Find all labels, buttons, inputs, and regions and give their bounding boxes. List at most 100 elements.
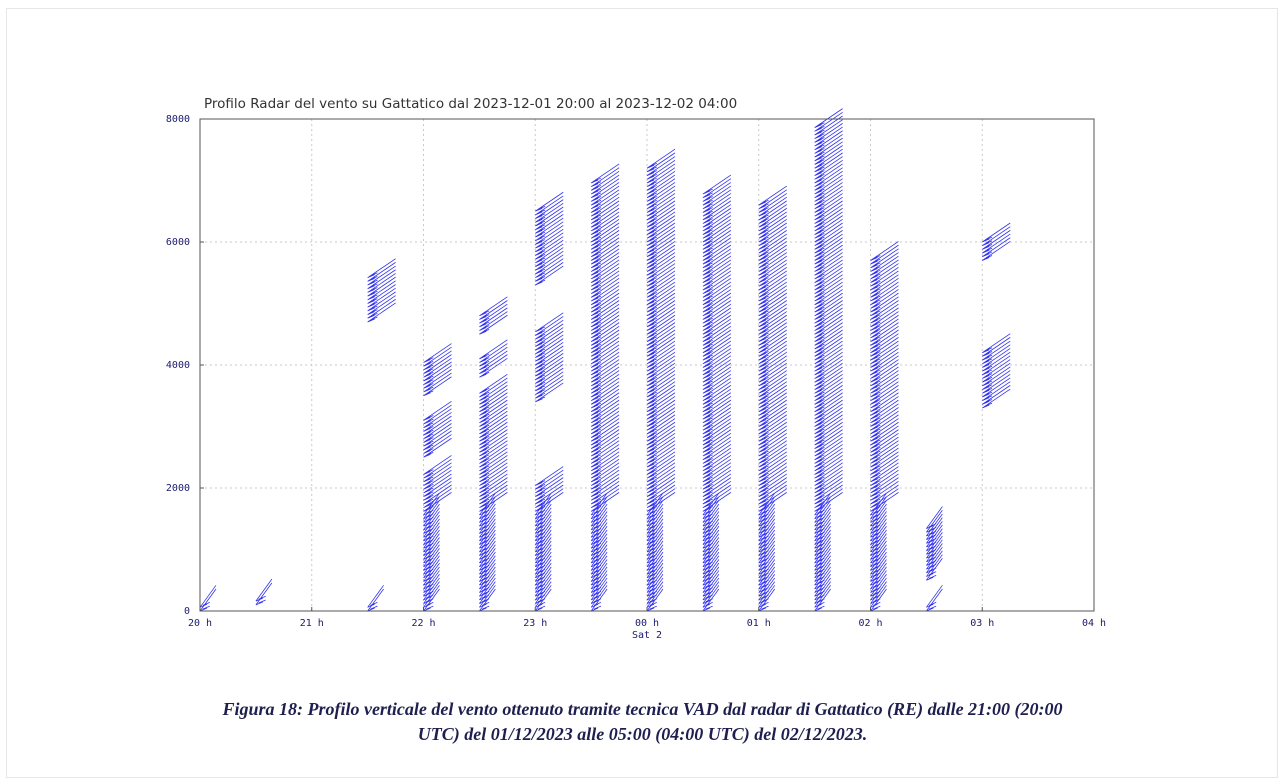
wind-barb	[590, 178, 620, 199]
wind-barb	[758, 289, 787, 309]
wind-barb	[814, 566, 831, 590]
wind-barb	[367, 287, 396, 308]
wind-barb	[702, 207, 732, 228]
wind-barb	[814, 562, 831, 586]
wind-barb	[590, 373, 620, 394]
wind-barb	[590, 303, 620, 324]
wind-barb	[814, 204, 843, 224]
wind-barb	[646, 410, 676, 431]
wind-barb	[423, 437, 452, 458]
wind-barb	[702, 444, 732, 464]
wind-barb	[590, 263, 620, 283]
wind-barb	[814, 318, 843, 339]
wind-barb	[535, 480, 564, 501]
wind-barb	[702, 274, 732, 295]
wind-barb	[870, 540, 887, 564]
wind-barb	[423, 469, 452, 490]
wind-barb	[590, 230, 620, 250]
wind-barb	[535, 258, 564, 279]
figure-frame	[6, 8, 1278, 778]
wind-barb	[814, 182, 843, 202]
wind-barb	[646, 281, 676, 302]
wind-barb	[646, 544, 664, 568]
wind-barb	[479, 455, 508, 475]
wind-barb	[814, 244, 843, 265]
wind-barb	[423, 480, 452, 501]
wind-barb	[590, 577, 608, 601]
wind-barb	[590, 241, 620, 261]
wind-barb	[814, 418, 843, 438]
wind-barb	[646, 189, 676, 210]
wind-barb	[423, 585, 440, 608]
chart-title: Profilo Radar del vento su Gattatico dal…	[204, 96, 737, 112]
wind-barb	[646, 218, 676, 239]
wind-barb	[702, 511, 720, 534]
wind-barb	[702, 174, 732, 195]
wind-barb	[758, 458, 787, 479]
wind-barb	[646, 337, 676, 357]
wind-barb	[534, 496, 552, 520]
wind-barb	[590, 215, 620, 235]
wind-barb	[702, 462, 732, 483]
wind-barb	[423, 581, 440, 604]
wind-barb	[590, 388, 620, 409]
wind-barb	[646, 377, 676, 398]
wind-barb	[926, 588, 943, 612]
wind-barb	[814, 355, 843, 376]
wind-barb	[814, 359, 843, 379]
wind-barb	[702, 385, 732, 405]
wind-barb	[814, 137, 843, 158]
wind-barb	[535, 319, 564, 340]
wind-barb	[702, 278, 732, 298]
wind-barb	[646, 270, 676, 291]
wind-barb	[814, 292, 843, 313]
wind-barb	[590, 585, 608, 608]
wind-barb	[535, 312, 564, 333]
wind-barb	[479, 444, 508, 464]
wind-barb	[590, 237, 620, 258]
wind-barb	[646, 507, 664, 531]
wind-barb	[702, 362, 732, 383]
wind-barb	[870, 444, 899, 464]
wind-barb	[758, 322, 787, 342]
wind-barb	[870, 511, 887, 534]
wind-barb	[702, 311, 732, 331]
wind-barb	[590, 377, 620, 398]
wind-barb	[590, 492, 608, 516]
wind-barb	[702, 548, 720, 571]
wind-barb	[479, 480, 508, 501]
wind-barb	[758, 373, 787, 394]
wind-barb	[646, 392, 676, 413]
wind-barb	[646, 193, 676, 213]
wind-barb	[814, 432, 843, 453]
wind-barb	[590, 281, 620, 302]
wind-barb	[590, 403, 620, 424]
wind-barb	[758, 370, 787, 390]
wind-barb	[814, 421, 843, 442]
wind-barb	[423, 514, 440, 538]
wind-barb	[646, 156, 676, 176]
wind-barb	[702, 522, 720, 545]
wind-barb	[646, 322, 676, 342]
wind-barb	[814, 518, 831, 542]
wind-barb	[702, 396, 732, 416]
wind-barb	[590, 574, 608, 597]
wind-barb	[590, 518, 608, 542]
wind-barb	[535, 371, 564, 392]
wind-barb	[423, 426, 452, 447]
wind-barb	[367, 298, 396, 319]
wind-barb	[814, 526, 831, 549]
wind-barb	[646, 230, 676, 250]
wind-barb	[870, 396, 899, 416]
wind-barb	[479, 399, 508, 420]
wind-barb	[479, 514, 496, 538]
wind-barb	[814, 496, 831, 520]
wind-barb	[590, 348, 620, 368]
wind-barb	[814, 507, 831, 531]
wind-barb	[702, 500, 720, 523]
wind-barb	[646, 300, 676, 320]
wind-barb	[535, 334, 564, 355]
wind-barb	[535, 356, 564, 377]
wind-barb	[982, 241, 1011, 261]
wind-barb	[870, 348, 899, 368]
